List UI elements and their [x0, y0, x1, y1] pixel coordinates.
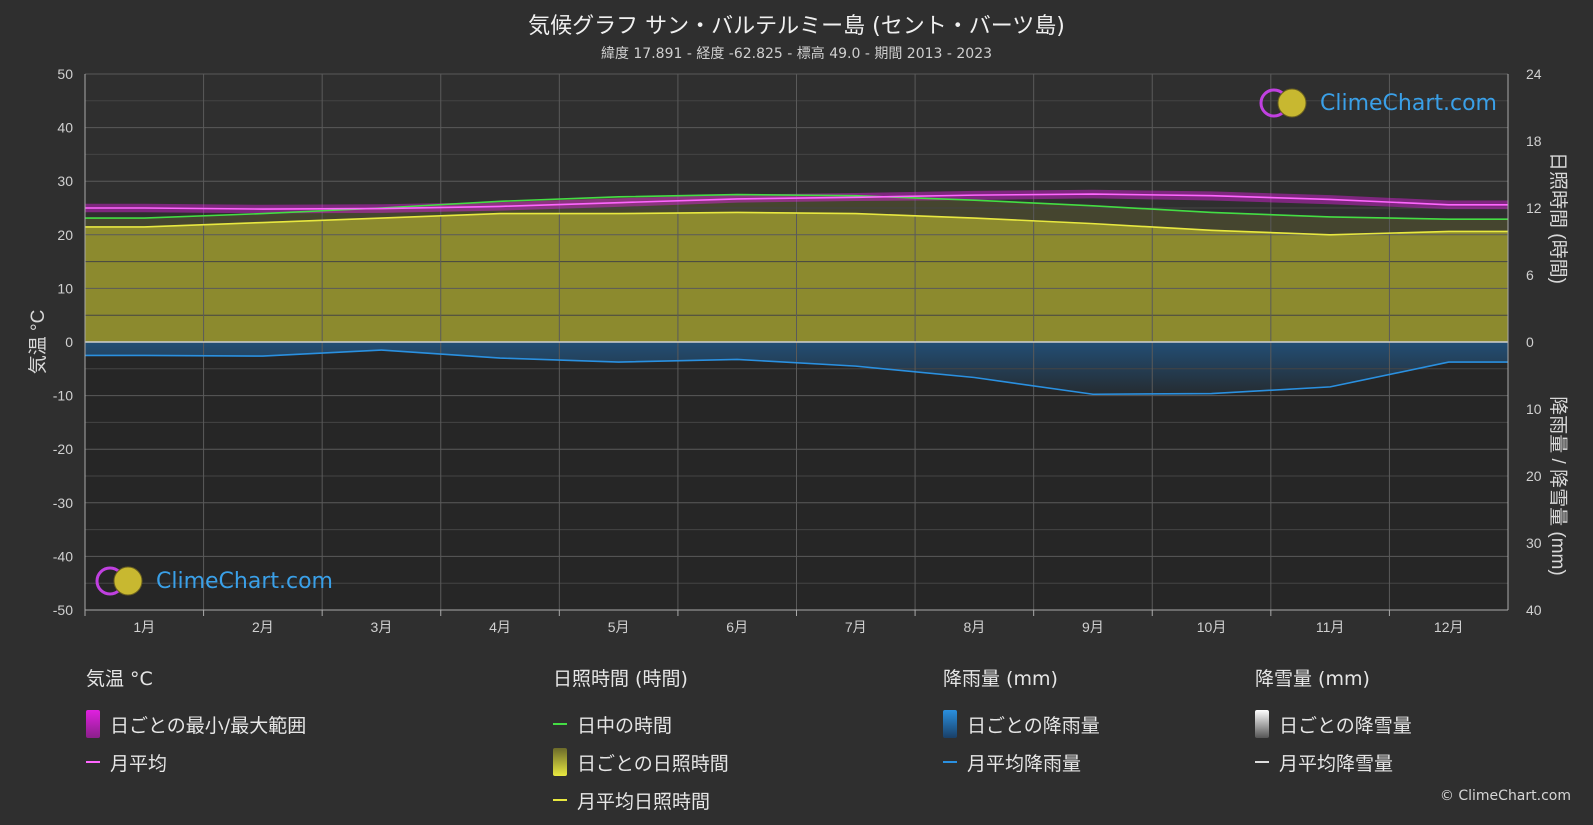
right-axis-title-sunshine: 日照時間 (時間)	[1547, 152, 1569, 284]
x-tick-label: 11月	[1316, 619, 1345, 635]
x-tick-label: 10月	[1197, 619, 1227, 635]
left-tick-label: -20	[53, 441, 73, 457]
legend-item-temp-mean: 月平均	[86, 743, 306, 781]
legend-label: 月平均降雪量	[1279, 752, 1394, 775]
legend-rain: 降雨量 (mm) 日ごとの降雨量 月平均降雨量	[943, 664, 1100, 781]
swatch-line-pink	[86, 761, 100, 763]
right-axis-title-precip: 降雨量 / 降雪量 (mm)	[1547, 396, 1569, 575]
legend-item-temp-range: 日ごとの最小/最大範囲	[86, 705, 306, 743]
legend-label: 日ごとの降雪量	[1279, 714, 1412, 737]
left-tick-label: 30	[57, 173, 73, 189]
legend-heading-sunshine: 日照時間 (時間)	[553, 668, 688, 690]
legend-label: 月平均	[110, 752, 168, 775]
left-tick-label: -40	[53, 548, 73, 564]
chart-title: 気候グラフ サン・バルテルミー島 (セント・バーツ島)	[528, 14, 1065, 39]
swatch-magenta	[86, 710, 100, 738]
right-top-tick-label: 18	[1526, 133, 1542, 149]
left-tick-label: 0	[65, 334, 73, 350]
x-tick-label: 5月	[608, 619, 630, 635]
swatch-line-green	[553, 723, 567, 725]
logo-bottom-left[interactable]: ClimeChart.com	[94, 565, 333, 597]
logo-text: ClimeChart.com	[1320, 90, 1497, 116]
legend-item-sunshine-mean: 月平均日照時間	[553, 781, 729, 819]
right-top-tick-label: 12	[1526, 200, 1542, 216]
legend-label: 日ごとの降雨量	[967, 714, 1100, 737]
legend-label: 月平均降雨量	[967, 752, 1082, 775]
left-tick-label: -10	[53, 388, 73, 404]
temperature-mean-line	[85, 193, 1508, 210]
left-tick-label: 40	[57, 120, 73, 136]
legend-item-snow-mean: 月平均降雪量	[1255, 743, 1412, 781]
right-bottom-tick-label: 20	[1526, 468, 1542, 484]
right-bottom-tick-label: 30	[1526, 535, 1542, 551]
swatch-white	[1255, 710, 1269, 738]
swatch-blue	[943, 710, 957, 738]
legend-label: 月平均日照時間	[577, 790, 711, 813]
legend-item-rain-mean: 月平均降雨量	[943, 743, 1100, 781]
chart-subtitle: 緯度 17.891 - 経度 -62.825 - 標高 49.0 - 期間 20…	[600, 46, 993, 62]
legend-item-daily-sunshine: 日ごとの日照時間	[553, 743, 729, 781]
swatch-line-blue	[943, 761, 957, 763]
right-top-tick-label: 0	[1526, 334, 1534, 350]
rain-mean-line	[85, 349, 1508, 396]
x-tick-label: 12月	[1434, 619, 1464, 635]
left-tick-label: -30	[53, 495, 73, 511]
swatch-line-yellow	[553, 799, 567, 801]
x-tick-label: 4月	[489, 619, 511, 635]
right-top-tick-label: 6	[1526, 267, 1534, 283]
legend-label: 日ごとの日照時間	[577, 752, 729, 775]
climechart-logo-icon	[1259, 88, 1307, 118]
logo-text: ClimeChart.com	[156, 568, 333, 594]
x-tick-label: 3月	[371, 619, 393, 635]
left-tick-label: -50	[53, 602, 73, 618]
x-tick-label: 8月	[963, 619, 985, 635]
left-tick-label: 20	[57, 227, 73, 243]
legend-heading-rain: 降雨量 (mm)	[943, 668, 1058, 690]
left-tick-label: 10	[57, 280, 73, 296]
sunshine-mean-line	[85, 211, 1508, 236]
right-bottom-tick-label: 40	[1526, 602, 1542, 618]
x-tick-label: 9月	[1082, 619, 1104, 635]
x-tick-label: 7月	[845, 619, 867, 635]
x-tick-label: 1月	[133, 619, 155, 635]
logo-top-right[interactable]: ClimeChart.com	[1258, 87, 1497, 119]
legend-label: 日中の時間	[577, 714, 673, 737]
legend-item-daylight: 日中の時間	[553, 705, 729, 743]
legend-item-daily-snow: 日ごとの降雪量	[1255, 705, 1412, 743]
copyright: © ClimeChart.com	[1439, 788, 1571, 804]
legend-heading-temperature: 気温 °C	[86, 668, 153, 690]
legend-sunshine: 日照時間 (時間) 日中の時間 日ごとの日照時間 月平均日照時間	[553, 664, 729, 819]
daylight-line	[85, 193, 1508, 220]
legend-heading-snow: 降雪量 (mm)	[1255, 668, 1370, 690]
swatch-line-white	[1255, 761, 1269, 763]
x-tick-label: 6月	[726, 619, 748, 635]
climechart-logo-icon	[95, 566, 143, 596]
legend-item-daily-rain: 日ごとの降雨量	[943, 705, 1100, 743]
x-tick-label: 2月	[252, 619, 274, 635]
climate-chart: 50 40 30 20 10 0 -10 -20 -30 -40 -50 24 18 12 6 0 10 20 30…	[27, 66, 1569, 635]
legend-label: 日ごとの最小/最大範囲	[110, 714, 307, 737]
legend-snow: 降雪量 (mm) 日ごとの降雪量 月平均降雪量	[1255, 664, 1412, 781]
swatch-yellow	[553, 748, 567, 776]
left-tick-label: 50	[57, 66, 73, 82]
left-axis-title: 気温 °C	[27, 310, 49, 375]
right-top-tick-label: 24	[1526, 66, 1542, 82]
right-bottom-tick-label: 10	[1526, 401, 1542, 417]
legend-temperature: 気温 °C 日ごとの最小/最大範囲 月平均	[86, 664, 306, 781]
